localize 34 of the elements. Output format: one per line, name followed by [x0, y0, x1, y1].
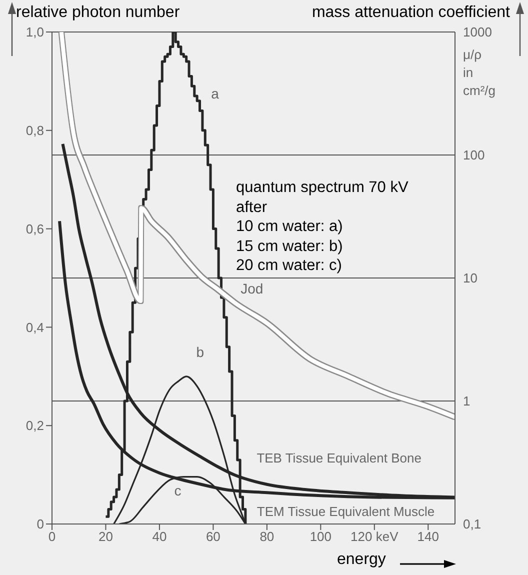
series-label: c	[174, 482, 182, 498]
y2-tick-label: 0,1	[463, 516, 482, 532]
x-tick-label: 60	[206, 529, 220, 544]
x-tick-label: 20	[98, 529, 113, 544]
y-tick-label: 0,2	[26, 418, 44, 434]
x-tick-label: 100	[310, 529, 332, 544]
y-axis-title: relative photon number	[16, 4, 180, 22]
y-tick-label: 0,6	[26, 221, 44, 236]
series-label: TEM Tissue Equivalent Muscle	[256, 504, 435, 520]
text: μ/ρ in cm²/g	[463, 46, 496, 100]
annotation: quantum spectrum 70 kV	[236, 178, 408, 198]
y-tick-label: 0	[36, 516, 44, 532]
y2-axis-title: mass attenuation coefficient	[312, 4, 510, 22]
x-tick-label: 140	[417, 529, 439, 544]
y-tick-label: 0,4	[26, 320, 44, 335]
series-label: b	[196, 344, 204, 360]
annotation: 10 cm water: a)	[236, 217, 344, 236]
x-axis-title: energy	[337, 551, 386, 569]
y-tick-label: 0,8	[26, 123, 44, 138]
series-label: Jod	[240, 280, 264, 297]
x-tick-label: 0	[48, 529, 56, 544]
y2-tick-label: 100	[463, 148, 485, 163]
annotation: after	[236, 198, 268, 217]
y2-tick-label: 10	[463, 270, 478, 286]
annotation: 15 cm water: b)	[236, 236, 344, 256]
series-label: a	[211, 86, 220, 102]
y2-tick-label: 1	[463, 394, 470, 409]
y2-tick-label: 1000	[463, 24, 492, 40]
annotation: 20 cm water: c)	[236, 256, 343, 276]
x-tick-label: 40	[152, 529, 167, 544]
x-tick-label: 80	[260, 529, 274, 544]
x-tick-label: 120 keV	[350, 529, 399, 544]
series-label: TEB Tissue Equivalent Bone	[256, 450, 422, 466]
y-tick-label: 1,0	[26, 24, 44, 40]
